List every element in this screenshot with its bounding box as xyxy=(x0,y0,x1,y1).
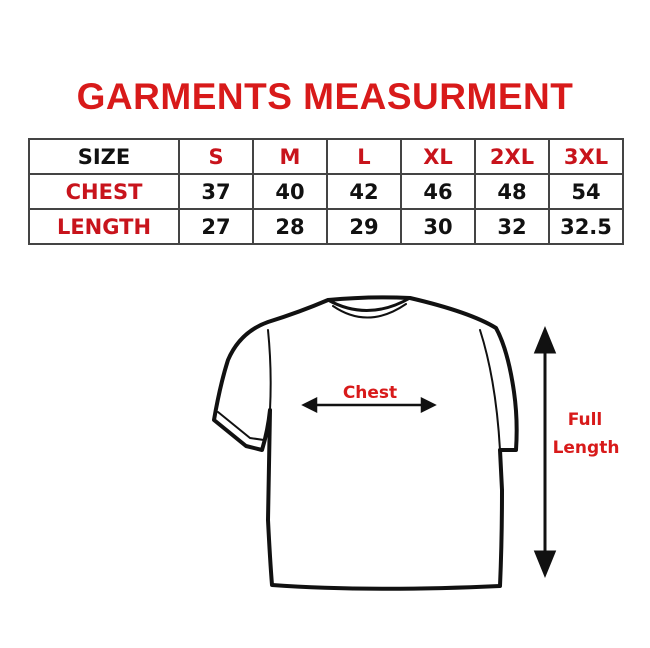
value-cell: 40 xyxy=(252,173,328,210)
size-cell: XL xyxy=(400,138,476,175)
tshirt-outline-icon xyxy=(212,295,519,591)
row-label: LENGTH xyxy=(28,208,180,245)
table-header-row: SIZE S M L XL 2XL 3XL xyxy=(28,138,624,175)
value-cell: 28 xyxy=(252,208,328,245)
row-label: CHEST xyxy=(28,173,180,210)
value-cell: 54 xyxy=(548,173,624,210)
size-cell: S xyxy=(178,138,254,175)
value-cell: 30 xyxy=(400,208,476,245)
length-arrow-icon xyxy=(533,326,557,578)
size-header: SIZE xyxy=(28,138,180,175)
table-row: CHEST 37 40 42 46 48 54 xyxy=(28,173,624,210)
value-cell: 48 xyxy=(474,173,550,210)
size-table: SIZE S M L XL 2XL 3XL CHEST 37 40 42 46 … xyxy=(28,138,624,245)
page-title: GARMENTS MEASURMENT xyxy=(76,76,574,117)
value-cell: 46 xyxy=(400,173,476,210)
length-label-line2: Length xyxy=(552,438,620,458)
size-cell: M xyxy=(252,138,328,175)
value-cell: 29 xyxy=(326,208,402,245)
size-cell: 2XL xyxy=(474,138,550,175)
value-cell: 37 xyxy=(178,173,254,210)
size-cell: 3XL xyxy=(548,138,624,175)
chest-label: Chest xyxy=(342,383,398,403)
length-label-line1: Full xyxy=(567,410,603,430)
chest-arrow-icon xyxy=(301,396,437,414)
size-cell: L xyxy=(326,138,402,175)
value-cell: 27 xyxy=(178,208,254,245)
table-row: LENGTH 27 28 29 30 32 32.5 xyxy=(28,208,624,245)
value-cell: 32.5 xyxy=(548,208,624,245)
value-cell: 42 xyxy=(326,173,402,210)
value-cell: 32 xyxy=(474,208,550,245)
